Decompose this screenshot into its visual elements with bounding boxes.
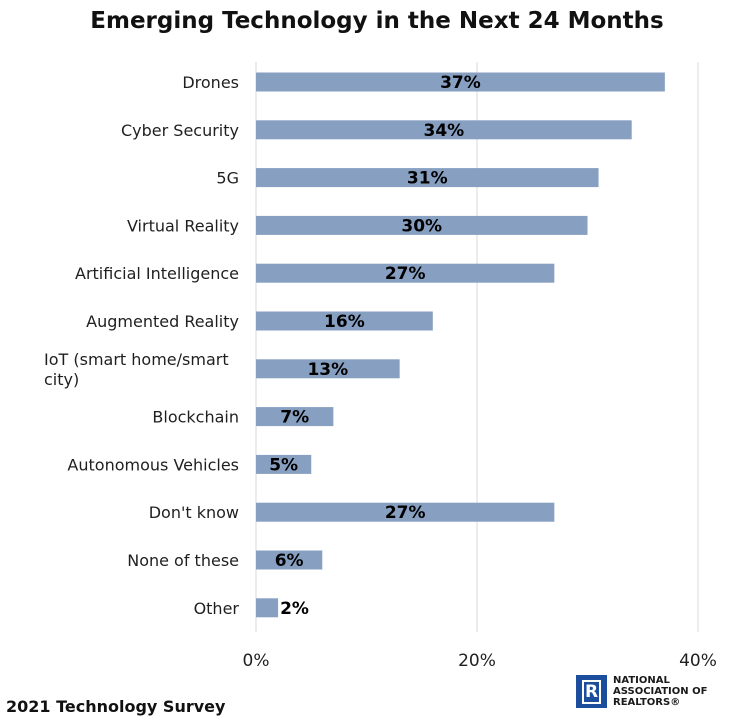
category-label: Artificial Intelligence [75,264,239,283]
category-label: Cyber Security [121,121,239,140]
bar [256,120,632,140]
bar-chart: 0% 20% 40% 37% Drones 34% Cyber Security 31% 5G 3… [44,62,717,671]
bar [256,263,555,283]
category-label: IoT (smart home/smart city) [44,350,229,389]
nar-logo: R NATIONAL ASSOCIATION OF REALTORS® [576,675,707,708]
data-label: 16% [324,312,365,332]
category-label: Autonomous Vehicles [67,455,239,474]
category-label: Other [194,599,240,618]
category-label: 5G [216,169,239,188]
data-label: 5% [269,455,298,475]
category-label: Don't know [149,503,239,522]
data-label: 13% [307,360,348,380]
labels: 0% 20% 40% 37% Drones 34% Cyber Security 31% 5G 3… [44,73,717,671]
data-label: 27% [385,503,426,523]
category-label: Virtual Reality [127,216,239,235]
category-label: Blockchain [152,408,239,427]
bar [256,454,312,474]
category-label: Augmented Reality [86,312,239,331]
logo-text: NATIONAL ASSOCIATION OF REALTORS® [613,675,708,708]
data-label: 7% [280,408,309,428]
bar [256,598,279,618]
data-label: 34% [423,121,464,141]
bar [256,72,665,92]
bar [256,215,588,235]
category-label: Drones [182,73,239,92]
data-label: 37% [440,73,481,93]
x-tick-label: 0% [243,651,270,671]
data-label: 2% [280,599,309,619]
x-tick-label: 40% [679,651,717,671]
data-label: 27% [385,264,426,284]
gridlines [255,62,699,632]
bar [256,311,433,331]
data-label: 31% [407,169,448,189]
bar [256,550,323,570]
bars [256,72,665,618]
bar [256,359,400,379]
bar [256,407,334,427]
chart-title: Emerging Technology in the Next 24 Month… [90,8,664,34]
data-label: 6% [275,551,304,571]
category-label: None of these [127,551,239,570]
data-label: 30% [401,216,442,236]
realtor-r-icon: R [576,675,607,708]
source-footer: 2021 Technology Survey [6,697,226,716]
x-tick-label: 20% [458,651,496,671]
bar [256,502,555,522]
bar [256,168,599,188]
